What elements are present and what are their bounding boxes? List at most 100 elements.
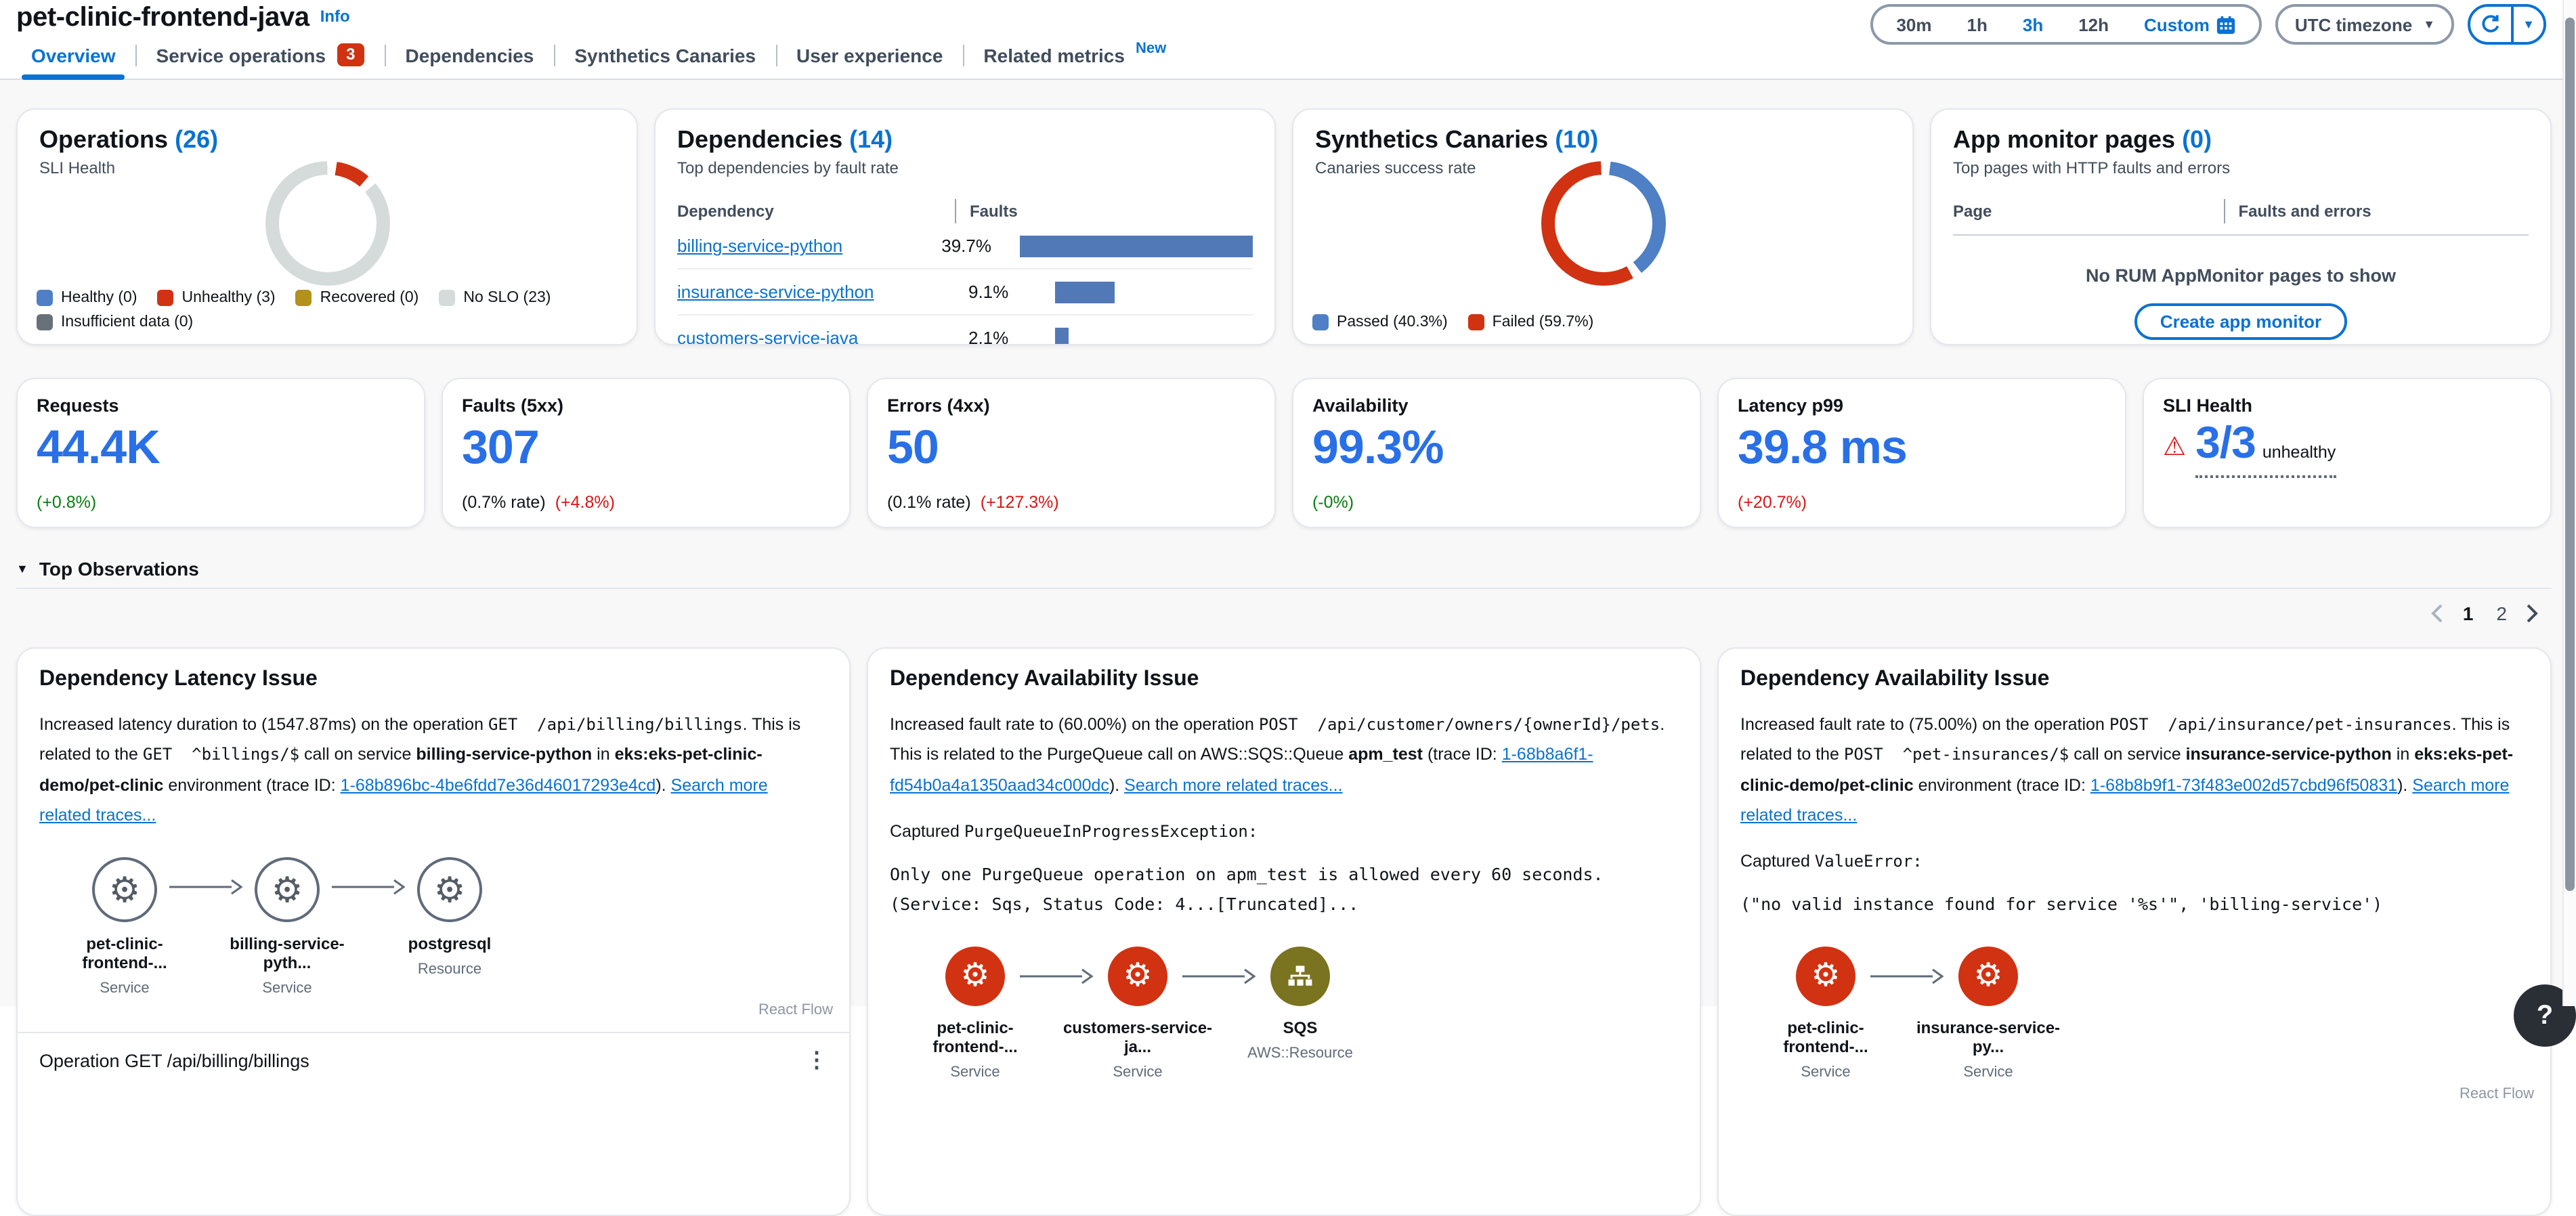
fault-rate-bar bbox=[1055, 327, 1069, 344]
tab-label: Related metrics bbox=[983, 44, 1125, 66]
page-header: pet-clinic-frontend-java Info 30m 1h 3h … bbox=[0, 0, 2576, 80]
metric-value: 44.4K bbox=[37, 421, 160, 474]
chevron-left-icon[interactable] bbox=[2431, 604, 2444, 623]
tab-overview[interactable]: Overview bbox=[11, 32, 136, 80]
legend-item: Insufficient data (0) bbox=[37, 314, 193, 330]
time-range-30m[interactable]: 30m bbox=[1896, 14, 1932, 35]
dependency-link[interactable]: customers-service-java bbox=[677, 328, 859, 345]
tab-bar: Overview Service operations 3 Dependenci… bbox=[11, 32, 1186, 80]
service-map: ⚙ pet-clinic-frontend-... Service ⚙ bill… bbox=[39, 857, 828, 997]
page-2-button[interactable]: 2 bbox=[2496, 603, 2507, 624]
observation-description: Increased fault rate to (60.00%) on the … bbox=[890, 715, 1665, 795]
observation-title: Dependency Latency Issue bbox=[39, 668, 318, 691]
section-divider bbox=[16, 588, 2552, 589]
metric-change: (+4.8%) bbox=[555, 493, 615, 512]
metric-rate: (0.7% rate) bbox=[462, 493, 546, 512]
gear-icon: ⚙ bbox=[1123, 957, 1153, 994]
operations-legend: Healthy (0) Unhealthy (3) Recovered (0) … bbox=[37, 290, 623, 330]
refresh-icon[interactable] bbox=[2470, 7, 2511, 42]
canaries-count-link[interactable]: (10) bbox=[1555, 126, 1599, 153]
time-range-custom[interactable]: Custom bbox=[2126, 14, 2254, 35]
time-range-12h[interactable]: 12h bbox=[2078, 14, 2109, 35]
scrollbar-thumb[interactable] bbox=[2565, 18, 2575, 891]
metric-change: (+127.3%) bbox=[980, 493, 1059, 512]
card-subtitle: SLI Health bbox=[39, 158, 116, 177]
operation-row[interactable]: Operation GET /api/billing/billings ⋮ bbox=[18, 1032, 849, 1085]
legend-item: Unhealthy (3) bbox=[157, 290, 276, 306]
page-title: pet-clinic-frontend-java bbox=[16, 3, 309, 32]
tab-label: Synthetics Canaries bbox=[574, 44, 756, 66]
main-content: Operations (26) SLI Health Healthy (0) U… bbox=[0, 80, 2576, 1216]
sli-health-metric-card: SLI Health ⚠ 3/3 unhealthy bbox=[2143, 378, 2552, 528]
create-app-monitor-button[interactable]: Create app monitor bbox=[2134, 303, 2348, 340]
info-link[interactable]: Info bbox=[320, 7, 350, 26]
time-range-control: 30m 1h 3h 12h Custom bbox=[1870, 4, 2262, 45]
legend-swatch bbox=[439, 290, 456, 306]
legend-swatch bbox=[37, 314, 53, 330]
card-subtitle: Top pages with HTTP faults and errors bbox=[1953, 158, 2231, 177]
sli-health-donut bbox=[265, 161, 389, 286]
edge-arrow-icon bbox=[329, 877, 408, 903]
synthetics-canaries-card: Synthetics Canaries (10) Canaries succes… bbox=[1292, 108, 1914, 345]
legend-swatch bbox=[37, 290, 53, 306]
legend-item: No SLO (23) bbox=[439, 290, 551, 306]
kebab-menu-icon[interactable]: ⋮ bbox=[806, 1049, 828, 1073]
dependency-link[interactable]: insurance-service-python bbox=[677, 282, 874, 302]
table-row: customers-service-java 2.1% bbox=[677, 316, 1253, 345]
metric-value: 307 bbox=[462, 421, 540, 474]
sli-health-value[interactable]: 3/3 unhealthy bbox=[2195, 417, 2336, 478]
tab-label: Service operations bbox=[156, 44, 326, 66]
legend-item: Recovered (0) bbox=[295, 290, 418, 306]
tab-user-experience[interactable]: User experience bbox=[776, 32, 963, 79]
refresh-options-caret-icon[interactable]: ▼ bbox=[2523, 18, 2535, 31]
timezone-select[interactable]: UTC timezone ▼ bbox=[2275, 4, 2454, 45]
tab-related-metrics[interactable]: Related metrics New bbox=[963, 32, 1186, 79]
fault-rate-bar bbox=[1019, 235, 1253, 257]
metric-value: 39.8 ms bbox=[1738, 421, 1908, 474]
refresh-split-button[interactable]: ▼ bbox=[2468, 4, 2546, 45]
metric-change: (+20.7%) bbox=[1738, 493, 1807, 512]
custom-label: Custom bbox=[2144, 14, 2210, 35]
edge-arrow-icon bbox=[1180, 966, 1258, 992]
legend-swatch bbox=[1312, 314, 1329, 330]
observations-pagination: 1 2 bbox=[2431, 603, 2538, 624]
dependency-link[interactable]: billing-service-python bbox=[677, 236, 843, 256]
tab-service-operations[interactable]: Service operations 3 bbox=[135, 32, 385, 79]
operations-count-link[interactable]: (26) bbox=[175, 126, 219, 153]
app-monitor-count-link[interactable]: (0) bbox=[2182, 126, 2212, 153]
dependencies-count-link[interactable]: (14) bbox=[849, 126, 893, 153]
tab-synthetics-canaries[interactable]: Synthetics Canaries bbox=[554, 32, 776, 79]
top-observations-toggle[interactable]: ▼ Top Observations bbox=[16, 558, 199, 580]
timezone-label: UTC timezone bbox=[2294, 14, 2413, 35]
observation-title: Dependency Availability Issue bbox=[890, 668, 1199, 691]
dependencies-card: Dependencies (14) Top dependencies by fa… bbox=[654, 108, 1276, 345]
time-range-1h[interactable]: 1h bbox=[1967, 14, 1988, 35]
service-node[interactable]: ⚙ pet-clinic-frontend-... Service bbox=[45, 857, 205, 997]
service-node[interactable]: ⚙ insurance-service-py... Service bbox=[1908, 947, 2068, 1081]
time-range-3h[interactable]: 3h bbox=[2022, 14, 2044, 35]
card-subtitle: Top dependencies by fault rate bbox=[677, 158, 899, 177]
service-node[interactable]: ⚙ billing-service-pyth... Service bbox=[207, 857, 367, 997]
metric-change: (-0%) bbox=[1312, 493, 1354, 512]
chevron-right-icon[interactable] bbox=[2526, 604, 2538, 623]
availability-metric-card: Availability 99.3% (-0%) bbox=[1292, 378, 1701, 528]
errors-metric-card: Errors (4xx) 50 (0.1% rate) (+127.3%) bbox=[867, 378, 1276, 528]
empty-state-text: No RUM AppMonitor pages to show bbox=[2086, 265, 2396, 286]
sqs-resource-node[interactable]: SQS AWS::Resource bbox=[1220, 946, 1380, 1061]
card-title: Dependencies (14) bbox=[677, 126, 893, 153]
react-flow-attribution: React Flow bbox=[758, 1002, 833, 1019]
sqs-icon bbox=[1288, 965, 1312, 985]
refresh-divider bbox=[2511, 7, 2514, 42]
time-controls: 30m 1h 3h 12h Custom bbox=[1870, 4, 2546, 45]
tab-dependencies[interactable]: Dependencies bbox=[385, 32, 554, 79]
fault-rate-bar bbox=[1055, 281, 1115, 303]
card-title: Operations (26) bbox=[39, 126, 615, 154]
legend-swatch bbox=[295, 290, 312, 306]
react-flow-attribution: React Flow bbox=[2459, 1086, 2534, 1103]
captured-exception: Captured PurgeQueueInProgressException: bbox=[890, 821, 1258, 841]
card-title: Synthetics Canaries (10) bbox=[1315, 126, 1599, 153]
resource-node[interactable]: ⚙ postgresql Resource bbox=[370, 857, 530, 978]
gear-icon: ⚙ bbox=[108, 869, 141, 911]
page-1-button[interactable]: 1 bbox=[2462, 603, 2474, 624]
observation-card-availability-sqs: Dependency Availability Issue Increased … bbox=[867, 647, 1701, 1216]
